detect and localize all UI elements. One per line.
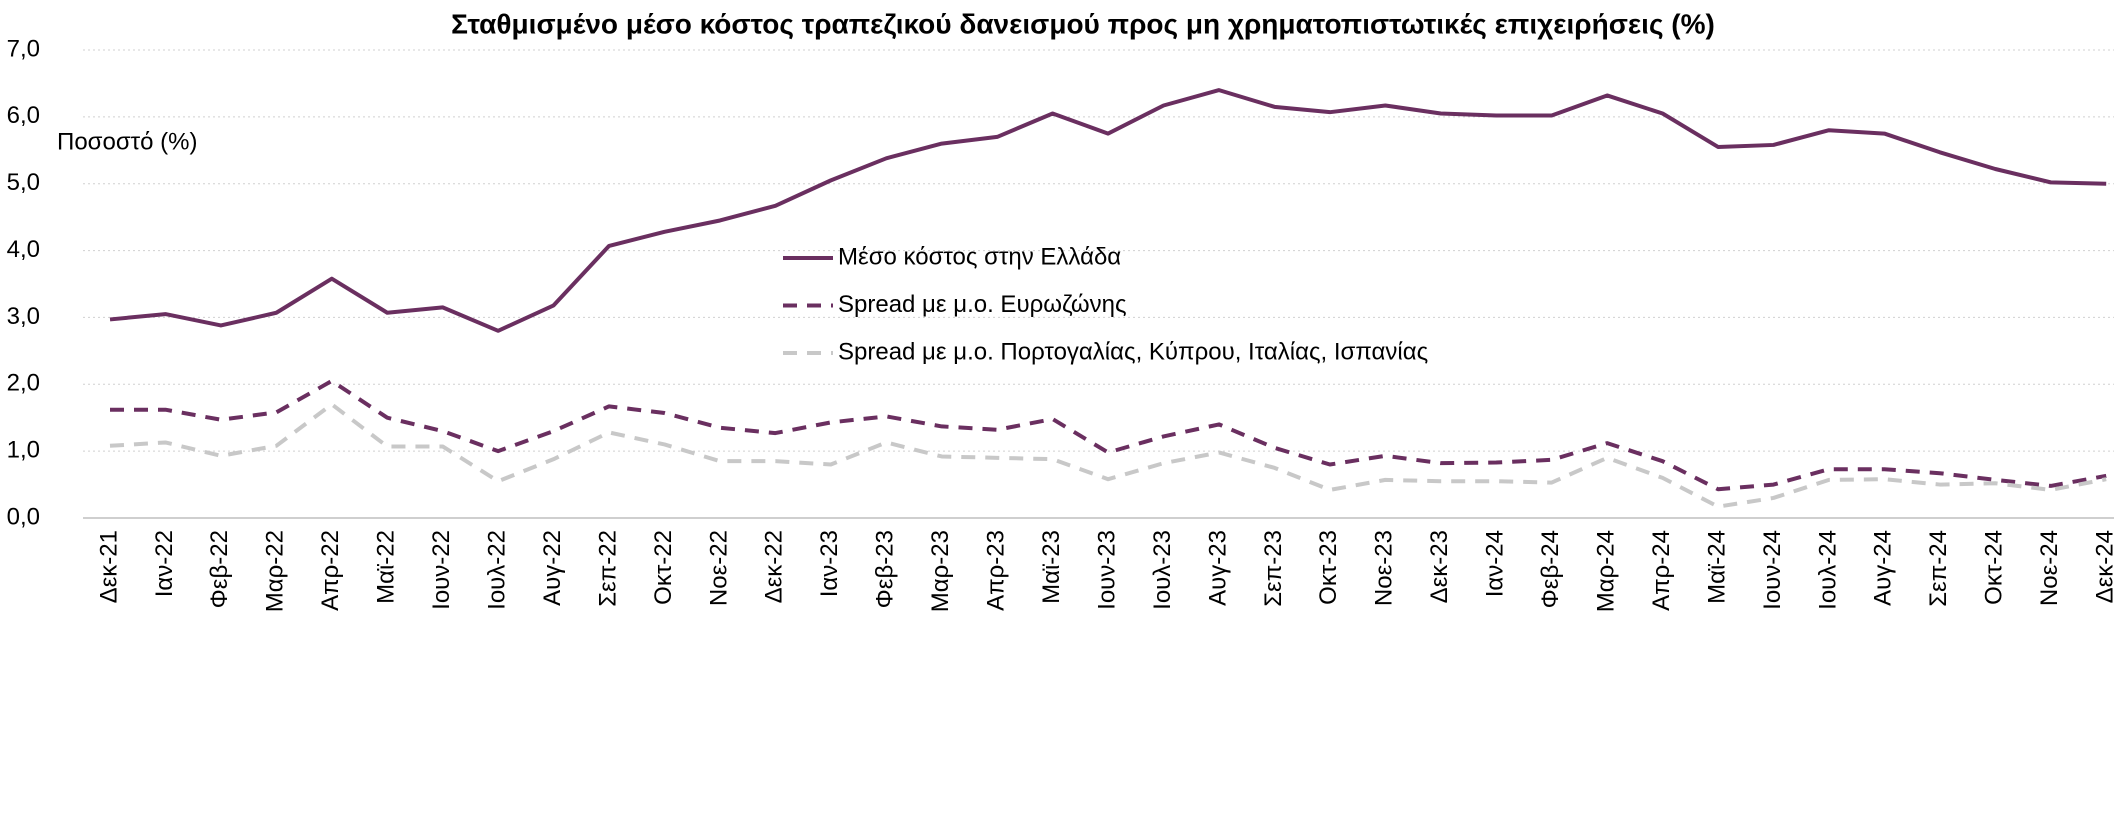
x-tick-label: Σεπ-24 <box>1925 530 1952 607</box>
series-line <box>109 88 2107 333</box>
x-tick-label: Ιουν-23 <box>1093 530 1120 610</box>
x-tick-label: Δεκ-24 <box>2092 530 2114 603</box>
x-tick-label: Νοε-24 <box>2036 530 2063 606</box>
x-tick-label: Ιουλ-23 <box>1149 530 1176 610</box>
x-tick-label: Φεβ-22 <box>206 530 233 608</box>
y-tick-label: 0,0 <box>7 503 40 530</box>
x-tick-label: Ιουν-24 <box>1759 530 1786 610</box>
x-tick-label: Νοε-22 <box>705 530 732 606</box>
x-tick-label: Μαϊ-24 <box>1703 530 1730 604</box>
x-tick-label: Απρ-23 <box>983 530 1010 611</box>
y-tick-label: 5,0 <box>7 169 40 196</box>
y-tick-label: 4,0 <box>7 236 40 263</box>
x-tick-label: Ιαν-22 <box>151 530 178 597</box>
x-tick-label: Οκτ-23 <box>1315 530 1342 605</box>
x-tick-label: Δεκ-21 <box>95 530 122 603</box>
x-tick-label: Δεκ-22 <box>761 530 788 603</box>
x-tick-label: Ιουλ-24 <box>1814 530 1841 610</box>
chart-title: Σταθμισμένο μέσο κόστος τραπεζικού δανει… <box>451 8 1715 39</box>
x-tick-label: Μαρ-23 <box>927 530 954 612</box>
legend-label: Spread με μ.ο. Ευρωζώνης <box>838 291 1127 318</box>
x-tick-label: Δεκ-23 <box>1426 530 1453 603</box>
y-tick-label: 2,0 <box>7 370 40 397</box>
legend-label: Spread με μ.ο. Πορτογαλίας, Κύπρου, Ιταλ… <box>838 338 1428 365</box>
x-tick-label: Μαϊ-23 <box>1038 530 1065 604</box>
series-line <box>109 402 2107 509</box>
x-tick-label: Οκτ-22 <box>650 530 677 605</box>
x-tick-label: Αυγ-22 <box>539 530 566 606</box>
x-tick-label: Σεπ-22 <box>594 530 621 607</box>
y-tick-label: 3,0 <box>7 303 40 330</box>
legend-label: Μέσο κόστος στην Ελλάδα <box>838 243 1121 270</box>
y-axis-label: Ποσοστό (%) <box>57 128 197 155</box>
x-tick-label: Ιαν-24 <box>1482 530 1509 597</box>
x-tick-label: Ιαν-23 <box>816 530 843 597</box>
x-tick-label: Νοε-23 <box>1371 530 1398 606</box>
x-tick-label: Απρ-22 <box>317 530 344 611</box>
x-tick-label: Φεβ-24 <box>1537 530 1564 608</box>
series-line <box>110 378 2107 492</box>
x-tick-label: Μαρ-24 <box>1592 530 1619 612</box>
x-tick-label: Ιουν-22 <box>428 530 455 610</box>
x-tick-label: Μαρ-22 <box>262 530 289 612</box>
y-tick-label: 7,0 <box>7 35 40 62</box>
x-tick-label: Οκτ-24 <box>1981 530 2008 605</box>
x-tick-label: Αυγ-24 <box>1870 530 1897 606</box>
x-tick-label: Σεπ-23 <box>1260 530 1287 607</box>
x-tick-label: Απρ-24 <box>1648 530 1675 611</box>
x-tick-label: Μαϊ-22 <box>373 530 400 604</box>
x-tick-label: Αυγ-23 <box>1204 530 1231 606</box>
y-tick-label: 1,0 <box>7 436 40 463</box>
x-tick-label: Φεβ-23 <box>872 530 899 608</box>
y-tick-label: 6,0 <box>7 102 40 129</box>
x-tick-label: Ιουλ-22 <box>483 530 510 610</box>
